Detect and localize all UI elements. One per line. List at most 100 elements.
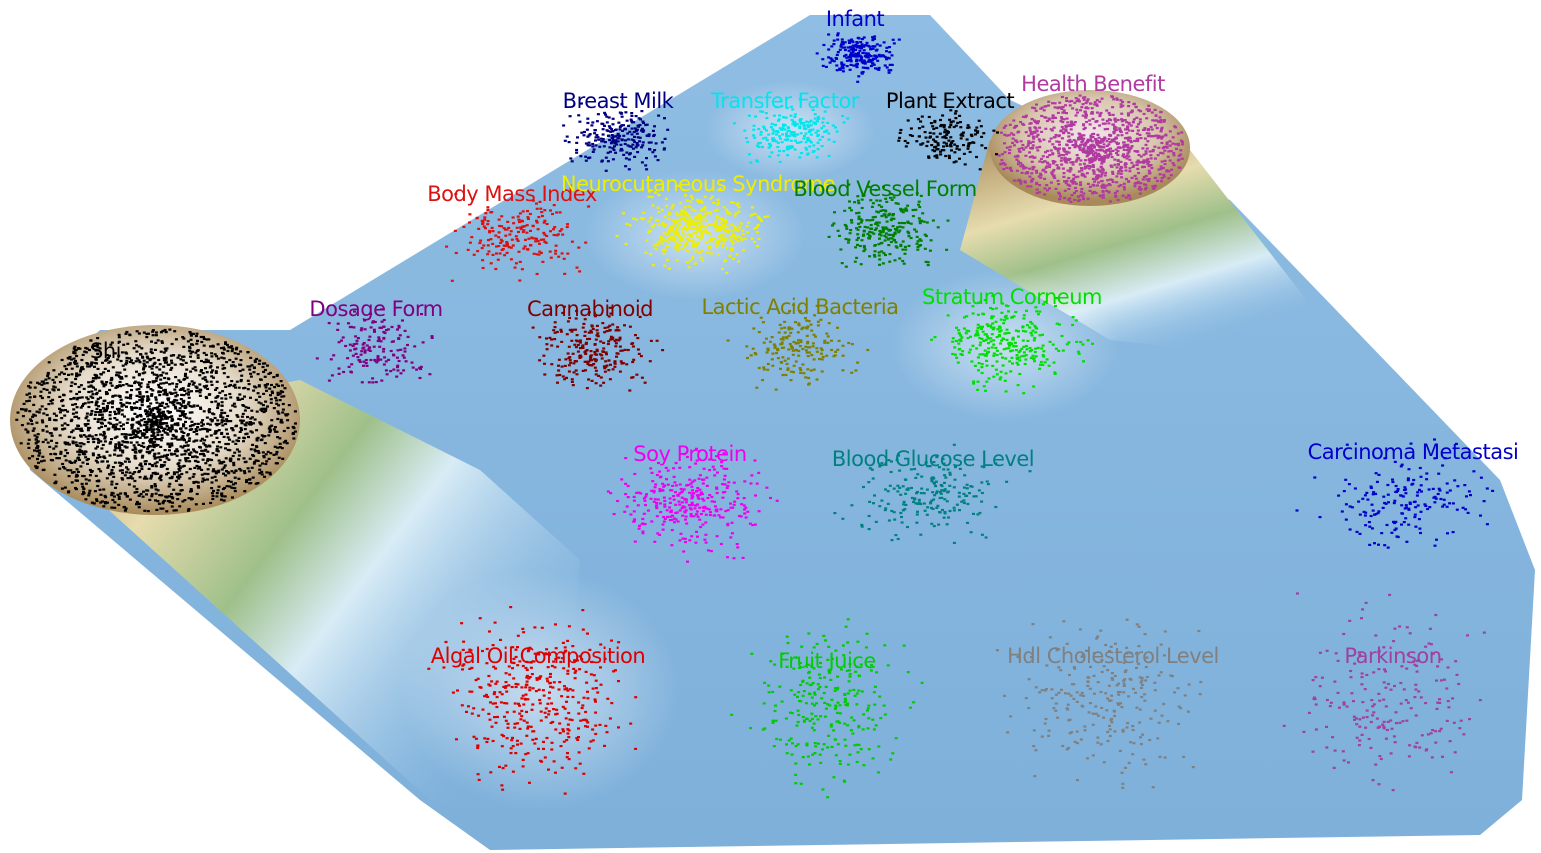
point <box>936 226 940 229</box>
point <box>125 433 129 436</box>
point <box>799 140 803 144</box>
point <box>1004 390 1008 393</box>
point <box>1103 186 1107 189</box>
point <box>55 457 59 460</box>
point <box>1104 171 1108 174</box>
point <box>1181 143 1185 146</box>
point <box>999 342 1003 345</box>
point <box>627 168 631 171</box>
point <box>203 444 207 447</box>
point <box>481 221 485 224</box>
point <box>724 218 728 222</box>
point <box>64 378 68 381</box>
point <box>222 348 226 351</box>
point <box>1083 144 1087 147</box>
point <box>723 260 727 263</box>
point <box>697 200 701 203</box>
point <box>50 402 54 405</box>
point <box>804 345 808 348</box>
point <box>667 217 671 221</box>
point <box>113 449 117 452</box>
point <box>1030 172 1034 175</box>
point <box>194 334 198 338</box>
point <box>1019 182 1023 185</box>
point <box>1095 99 1099 102</box>
point <box>1071 163 1075 166</box>
point <box>771 132 775 135</box>
point <box>561 233 565 236</box>
point <box>206 450 210 453</box>
point <box>862 233 866 236</box>
point <box>849 48 853 51</box>
point <box>149 445 153 448</box>
point <box>727 228 731 231</box>
point <box>41 421 45 424</box>
point <box>841 114 845 118</box>
point <box>1107 122 1111 125</box>
point <box>689 235 693 238</box>
point <box>1084 101 1088 105</box>
point <box>844 53 848 57</box>
point <box>106 501 109 504</box>
point <box>719 233 723 236</box>
point <box>494 234 498 237</box>
point <box>722 218 725 221</box>
point <box>743 237 747 240</box>
point <box>174 435 178 438</box>
point <box>119 398 123 401</box>
point <box>687 213 691 216</box>
point <box>1166 155 1170 158</box>
point <box>687 224 691 227</box>
point <box>1143 137 1147 140</box>
point <box>1110 156 1114 159</box>
point <box>60 487 64 490</box>
point <box>654 247 658 251</box>
point <box>64 449 68 452</box>
point <box>204 462 208 465</box>
point <box>1028 346 1032 350</box>
point <box>240 428 243 432</box>
point <box>223 411 227 414</box>
point <box>1050 171 1054 174</box>
point <box>1024 344 1028 348</box>
point <box>855 46 859 49</box>
point <box>670 206 674 209</box>
point <box>889 228 892 232</box>
point <box>798 127 802 130</box>
point <box>965 138 969 141</box>
point <box>757 237 761 240</box>
point <box>595 120 599 123</box>
point <box>1081 195 1085 198</box>
point <box>793 113 797 116</box>
point <box>95 407 99 410</box>
point <box>582 134 586 137</box>
point <box>151 334 155 337</box>
point <box>94 393 98 396</box>
point <box>647 134 651 138</box>
point <box>624 165 628 168</box>
point <box>980 144 984 147</box>
point <box>699 226 703 229</box>
point <box>663 215 667 218</box>
point <box>1062 109 1066 112</box>
point <box>711 195 714 198</box>
point <box>953 346 957 349</box>
point <box>274 396 278 399</box>
point <box>1137 109 1141 112</box>
point <box>240 374 244 377</box>
point <box>1105 189 1109 192</box>
point <box>976 356 980 359</box>
point <box>707 246 711 249</box>
point <box>1076 98 1080 101</box>
point <box>832 60 836 63</box>
point <box>189 370 193 373</box>
point <box>622 212 626 215</box>
point <box>830 348 834 352</box>
point <box>246 365 250 368</box>
point <box>772 114 776 117</box>
point <box>1002 162 1006 165</box>
point <box>162 389 165 392</box>
point <box>879 209 883 212</box>
point <box>792 303 796 306</box>
point <box>1063 196 1067 200</box>
